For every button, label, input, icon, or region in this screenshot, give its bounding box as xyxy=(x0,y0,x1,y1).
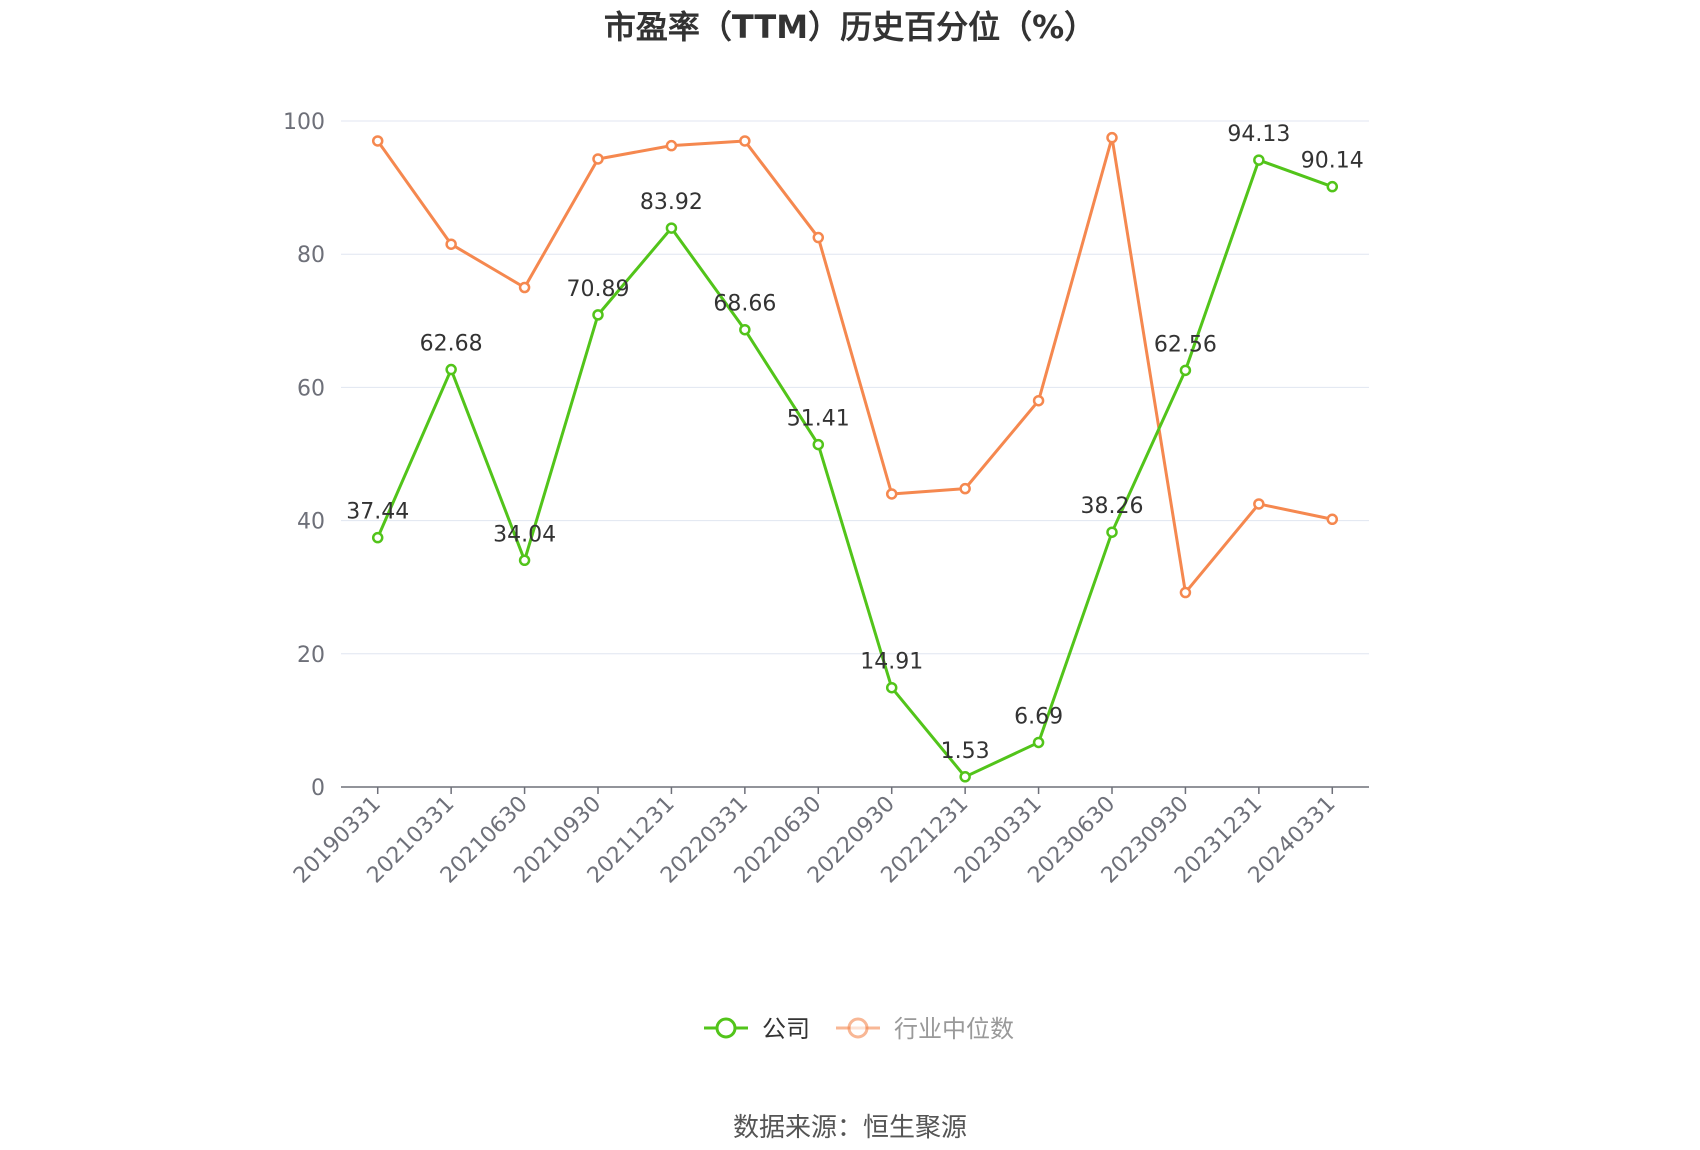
y-tick-label: 60 xyxy=(297,376,325,401)
data-point-industry-median[interactable] xyxy=(371,135,384,147)
y-tick-label: 0 xyxy=(311,776,325,801)
data-point-industry-median[interactable] xyxy=(445,238,457,250)
data-point-industry-median[interactable] xyxy=(812,231,825,244)
data-label-company: 34.04 xyxy=(493,522,556,547)
data-point-company[interactable] xyxy=(592,309,604,321)
data-point-industry-median[interactable] xyxy=(959,482,971,495)
legend-label-industry-median: 行业中位数 xyxy=(894,1015,1014,1043)
y-tick-label: 100 xyxy=(283,110,325,135)
legend-item-company[interactable]: 公司 xyxy=(704,1015,810,1043)
data-label-company: 38.26 xyxy=(1081,494,1144,519)
data-label-company: 83.92 xyxy=(640,190,703,215)
data-point-company[interactable] xyxy=(665,222,678,234)
data-point-industry-median[interactable] xyxy=(1253,498,1265,510)
legend-marker-company xyxy=(715,1017,737,1039)
data-labels: 37.44 62.68 34.04 70.89 83.92 68.66 51.41 14.91… xyxy=(346,122,1364,764)
data-label-company: 1.53 xyxy=(941,739,990,764)
data-point-industry-median[interactable] xyxy=(1106,131,1118,144)
data-point-industry-median[interactable] xyxy=(739,135,751,147)
chart-title: 市盈率（TTM）历史百分位（%） xyxy=(604,8,1096,46)
data-label-company: 90.14 xyxy=(1301,149,1364,174)
data-label-company: 51.41 xyxy=(787,407,850,432)
data-label-company: 6.69 xyxy=(1014,704,1063,729)
data-label-company: 68.66 xyxy=(713,292,776,317)
data-label-company: 94.13 xyxy=(1227,122,1290,147)
legend-marker-industry-median xyxy=(847,1017,869,1039)
series-line-industry-median xyxy=(376,136,1333,595)
data-point-industry-median[interactable] xyxy=(1326,513,1339,526)
y-tick-label: 40 xyxy=(297,510,325,535)
legend-label-company: 公司 xyxy=(762,1015,810,1043)
data-point-company[interactable] xyxy=(959,771,971,783)
legend: 公司 行业中位数 xyxy=(704,1015,1014,1043)
data-point-industry-median[interactable] xyxy=(665,139,678,152)
data-label-company: 37.44 xyxy=(346,500,409,525)
data-point-industry-median[interactable] xyxy=(885,488,898,500)
data-point-industry-median[interactable] xyxy=(1179,586,1192,599)
source-note: 数据来源：恒生聚源 xyxy=(733,1113,967,1143)
data-point-company[interactable] xyxy=(371,531,384,544)
data-point-company[interactable] xyxy=(739,323,751,336)
data-point-company[interactable] xyxy=(1326,180,1339,193)
series-layer xyxy=(371,131,1339,783)
data-label-company: 62.68 xyxy=(420,332,483,357)
series-line-company xyxy=(376,158,1333,779)
y-tick-label: 20 xyxy=(297,643,325,668)
legend-item-industry-median[interactable]: 行业中位数 xyxy=(836,1015,1014,1043)
data-point-company[interactable] xyxy=(885,681,898,694)
data-point-company[interactable] xyxy=(1106,526,1118,538)
data-label-company: 70.89 xyxy=(567,277,630,302)
data-point-industry-median[interactable] xyxy=(518,281,531,294)
data-point-industry-median[interactable] xyxy=(1032,394,1045,407)
y-tick-label: 80 xyxy=(297,243,325,268)
axes: 2019033120210331202106302021093020211231… xyxy=(289,786,1369,888)
data-label-company: 14.91 xyxy=(860,650,923,675)
data-point-company[interactable] xyxy=(445,363,457,376)
data-point-company[interactable] xyxy=(1179,364,1192,377)
data-point-company[interactable] xyxy=(812,438,825,451)
data-point-company[interactable] xyxy=(518,554,531,567)
data-label-company: 62.56 xyxy=(1154,332,1217,357)
data-point-company[interactable] xyxy=(1032,736,1045,749)
data-point-industry-median[interactable] xyxy=(592,153,604,165)
grid-lines: 0 20 40 60 80 100 xyxy=(283,110,1369,801)
data-point-company[interactable] xyxy=(1253,154,1265,166)
